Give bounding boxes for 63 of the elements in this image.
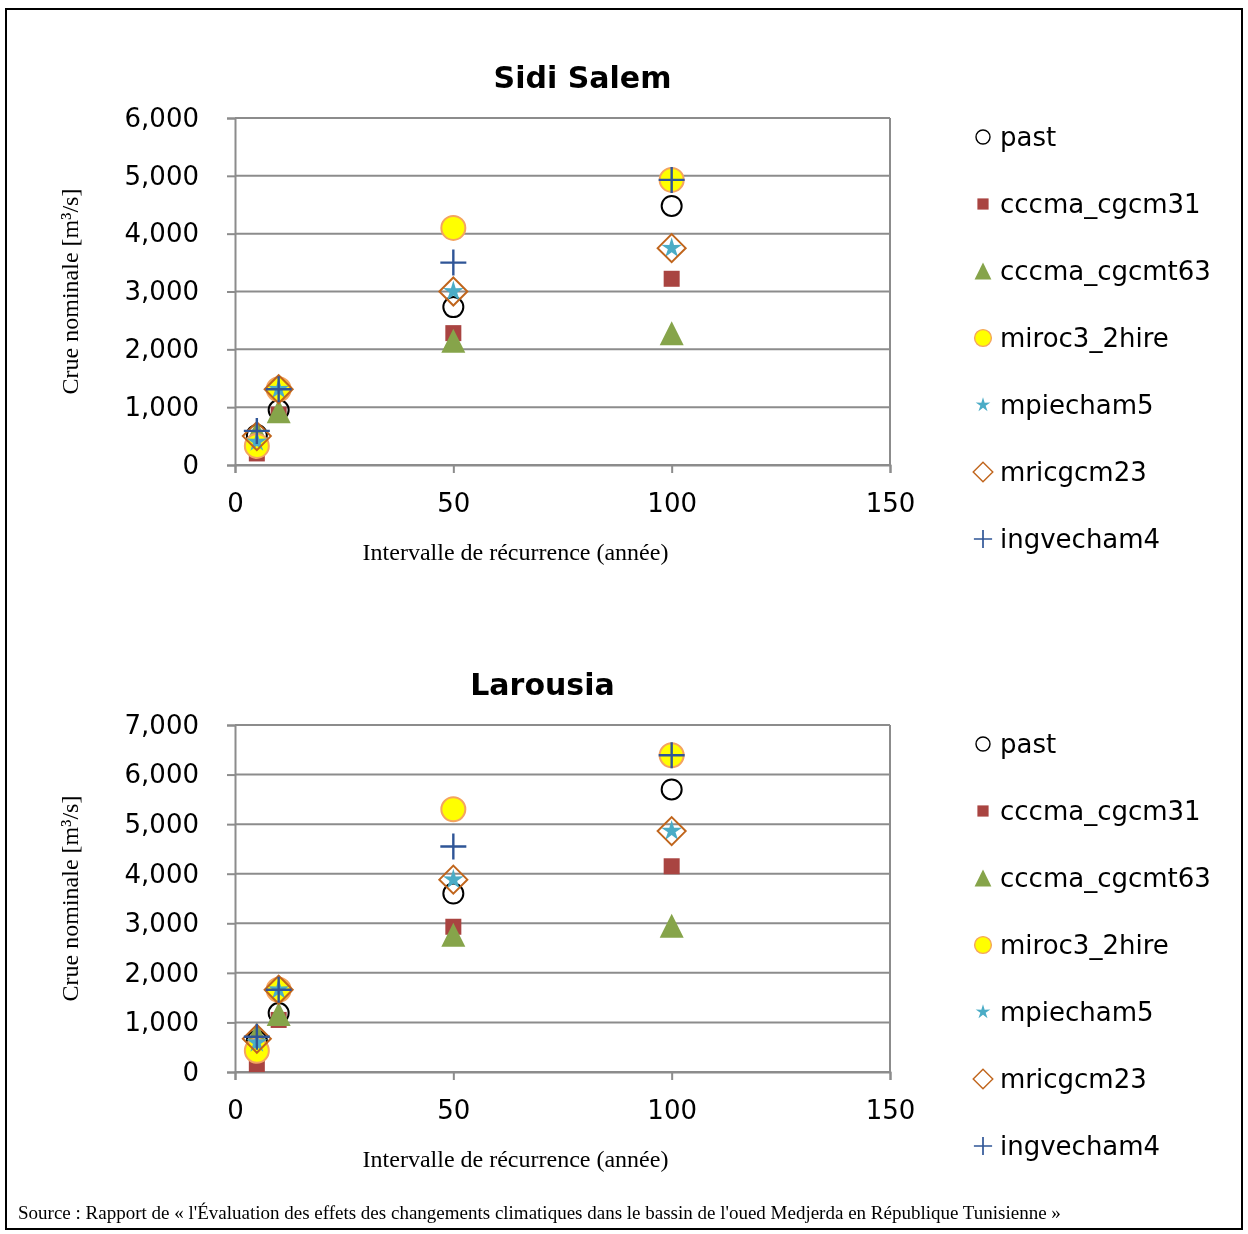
legend-label: mricgcm23 <box>1000 1064 1147 1095</box>
x-tick-label: 50 <box>437 488 471 519</box>
legend-label: mpiecham5 <box>1000 390 1154 421</box>
point <box>442 296 465 319</box>
y-tick-label: 3,000 <box>124 276 199 307</box>
point <box>438 864 469 895</box>
legend-label: ingvecham4 <box>1000 524 1161 555</box>
x-tick-label: 150 <box>865 1095 916 1126</box>
point <box>440 249 467 276</box>
point <box>660 778 683 801</box>
legend-label: miroc3_2hire <box>1000 930 1169 961</box>
point <box>656 816 687 847</box>
y-axis-title: Crue nominale [m³/s] <box>57 795 83 1002</box>
y-tick-label: 0 <box>182 1056 199 1087</box>
y-tick-label: 1,000 <box>124 1007 199 1038</box>
legend-label: cccma_cgcmt63 <box>1000 863 1211 894</box>
y-tick-label: 5,000 <box>124 160 199 191</box>
point <box>440 214 467 241</box>
y-tick-label: 4,000 <box>124 218 199 249</box>
x-tick-label: 150 <box>865 488 916 519</box>
point <box>663 270 680 287</box>
point <box>440 833 467 860</box>
x-tick-label: 100 <box>647 488 697 519</box>
x-tick-label: 0 <box>227 488 244 519</box>
legend-label: ingvecham4 <box>1000 1131 1161 1162</box>
x-tick-label: 100 <box>647 1095 697 1126</box>
point <box>659 913 684 938</box>
x-axis-title: Intervalle de récurrence (année) <box>362 1146 669 1172</box>
y-tick-label: 6,000 <box>124 102 199 133</box>
point <box>438 276 469 307</box>
y-tick-label: 6,000 <box>124 759 199 790</box>
y-axis-title: Crue nominale [m³/s] <box>57 188 83 395</box>
point <box>241 421 272 452</box>
point <box>441 328 466 353</box>
chart-title: Larousia <box>470 667 615 702</box>
y-tick-label: 2,000 <box>124 957 199 988</box>
y-tick-label: 5,000 <box>124 808 199 839</box>
legend-label: cccma_cgcmt63 <box>1000 256 1211 287</box>
legend-label: past <box>1000 729 1057 760</box>
y-tick-label: 2,000 <box>124 334 199 365</box>
y-tick-label: 0 <box>182 449 199 480</box>
y-tick-label: 1,000 <box>124 391 199 422</box>
source-note: Source : Rapport de « l'Évaluation des effets des changements climatiques dans le bassin de l'oued Medjerda en République Tunisienne » <box>18 1202 1061 1223</box>
point <box>659 321 684 346</box>
y-tick-label: 4,000 <box>124 858 199 889</box>
point <box>442 882 465 905</box>
legend-label: miroc3_2hire <box>1000 323 1169 354</box>
x-axis-title: Intervalle de récurrence (année) <box>362 539 669 565</box>
legend-label: cccma_cgcm31 <box>1000 796 1201 827</box>
point <box>663 858 680 875</box>
legend-label: cccma_cgcm31 <box>1000 189 1201 220</box>
legend-label: mpiecham5 <box>1000 997 1154 1028</box>
x-tick-label: 50 <box>437 1095 471 1126</box>
chart-title: Sidi Salem <box>493 60 672 95</box>
legend-label: past <box>1000 122 1057 153</box>
x-tick-label: 0 <box>227 1095 244 1126</box>
point <box>656 233 687 264</box>
legend-label: mricgcm23 <box>1000 457 1147 488</box>
y-tick-label: 3,000 <box>124 908 199 939</box>
point <box>440 796 467 823</box>
point <box>441 922 466 947</box>
y-tick-label: 7,000 <box>124 709 199 740</box>
point <box>660 194 683 217</box>
